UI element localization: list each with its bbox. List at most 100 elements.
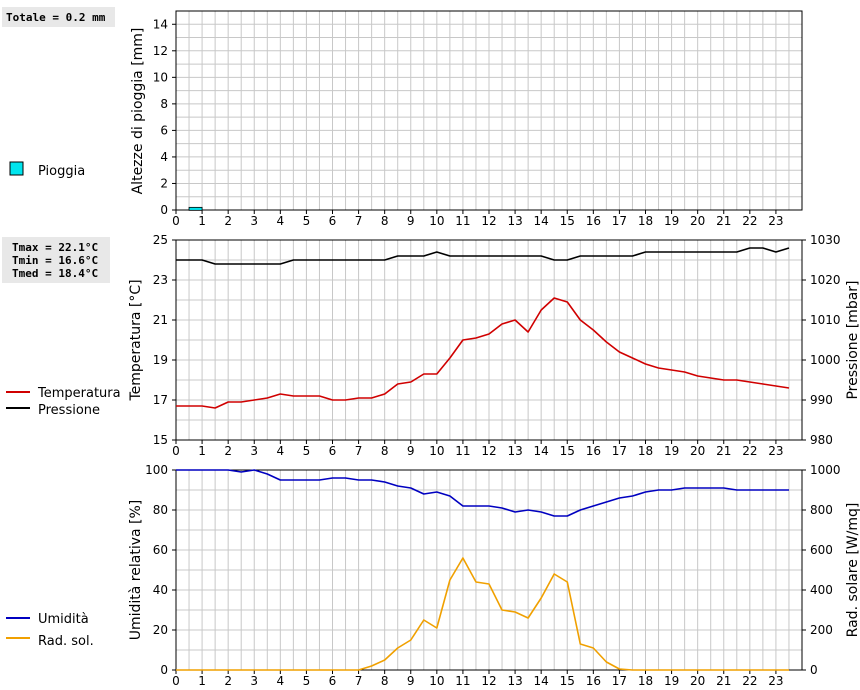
x-tick-label: 5: [303, 214, 311, 228]
y-tick-label: 40: [153, 583, 168, 597]
x-tick-label: 7: [355, 444, 363, 458]
x-tick-label: 2: [224, 444, 232, 458]
y-tick-label: 2: [160, 176, 168, 190]
legend-humidity: Umidità: [6, 612, 89, 627]
temperature-summary-box: Tmax = 22.1°C Tmin = 16.6°C Tmed = 18.4°…: [2, 237, 110, 283]
x-tick-label: 16: [586, 674, 601, 688]
x-tick-label: 20: [690, 214, 705, 228]
legend-humidity-label: Umidità: [38, 612, 89, 627]
y-tick-label: 23: [153, 273, 168, 287]
y2-tick-label: 200: [810, 623, 833, 637]
x-tick-label: 8: [381, 674, 389, 688]
x-tick-label: 14: [534, 444, 549, 458]
pressure-y-axis-title: Pressione [mbar]: [845, 280, 860, 399]
legend-rain-label: Pioggia: [38, 164, 85, 179]
humidity-radiation-panel: 0 1 2 3 4 5 6 7 8 9 10 11 12 13 14 15 16 17 18 19 20 21 22 2302…: [145, 463, 840, 688]
y2-tick-label: 1000: [810, 353, 841, 367]
x-tick-label: 12: [481, 214, 496, 228]
x-tick-label: 12: [481, 674, 496, 688]
y-tick-label: 0: [160, 203, 168, 217]
x-tick-label: 11: [455, 674, 470, 688]
x-tick-label: 23: [768, 444, 783, 458]
legend-radiation: Rad. sol.: [6, 634, 94, 649]
x-tick-label: 13: [507, 444, 522, 458]
y-tick-label: 60: [153, 543, 168, 557]
y-tick-label: 25: [153, 233, 168, 247]
x-tick-label: 2: [224, 214, 232, 228]
x-tick-label: 17: [612, 214, 627, 228]
radiation-y-axis-title: Rad. solare [W/mq]: [845, 503, 860, 638]
humidity-line: [176, 469, 789, 517]
x-tick-label: 3: [250, 444, 258, 458]
legend-pressure-label: Pressione: [38, 403, 100, 418]
x-tick-label: 11: [455, 214, 470, 228]
x-tick-label: 8: [381, 444, 389, 458]
y-tick-label: 0: [160, 663, 168, 677]
x-tick-label: 0: [172, 444, 180, 458]
x-tick-label: 23: [768, 214, 783, 228]
y2-tick-label: 1030: [810, 233, 841, 247]
y-tick-label: 21: [153, 313, 168, 327]
y-tick-label: 4: [160, 150, 168, 164]
x-tick-label: 1: [198, 674, 206, 688]
x-tick-label: 22: [742, 214, 757, 228]
x-tick-label: 15: [560, 674, 575, 688]
rain-panel: 0 1 2 3 4 5 6 7 8 9 10 11 12 13 14 15 16 17 18 19 20 21 22 2302…: [153, 10, 803, 228]
x-tick-label: 18: [638, 214, 653, 228]
y2-tick-label: 800: [810, 503, 833, 517]
y-tick-label: 15: [153, 433, 168, 447]
x-tick-label: 21: [716, 214, 731, 228]
x-tick-label: 20: [690, 674, 705, 688]
radiation-line: [176, 557, 789, 671]
x-tick-label: 11: [455, 444, 470, 458]
x-tick-label: 1: [198, 444, 206, 458]
x-tick-label: 9: [407, 444, 415, 458]
legend-temperature: Temperatura: [6, 386, 121, 401]
rain-swatch: [9, 161, 24, 176]
x-tick-label: 0: [172, 214, 180, 228]
x-tick-label: 22: [742, 674, 757, 688]
y-tick-label: 8: [160, 97, 168, 111]
y-tick-label: 14: [153, 17, 168, 31]
x-tick-label: 7: [355, 214, 363, 228]
rain-total-box: Totale = 0.2 mm: [2, 7, 115, 27]
y2-tick-label: 400: [810, 583, 833, 597]
x-tick-label: 8: [381, 214, 389, 228]
x-tick-label: 17: [612, 444, 627, 458]
x-tick-label: 4: [277, 214, 285, 228]
x-tick-label: 14: [534, 214, 549, 228]
x-tick-label: 4: [277, 444, 285, 458]
humidity-y-axis-title: Umidità relativa [%]: [128, 500, 144, 641]
y-tick-label: 12: [153, 44, 168, 58]
x-tick-label: 18: [638, 444, 653, 458]
legend-rain: Pioggia: [9, 161, 85, 179]
x-tick-label: 6: [329, 674, 337, 688]
x-tick-label: 18: [638, 674, 653, 688]
x-tick-label: 6: [329, 214, 337, 228]
y2-tick-label: 1000: [810, 463, 841, 477]
y2-tick-label: 1020: [810, 273, 841, 287]
x-tick-label: 6: [329, 444, 337, 458]
x-tick-label: 2: [224, 674, 232, 688]
tmed-text: Tmed = 18.4°C: [12, 267, 98, 280]
x-tick-label: 3: [250, 674, 258, 688]
x-tick-label: 10: [429, 674, 444, 688]
tmin-text: Tmin = 16.6°C: [12, 254, 98, 267]
x-tick-label: 15: [560, 214, 575, 228]
y-tick-label: 19: [153, 353, 168, 367]
rain-y-axis-title: Altezze di pioggia [mm]: [130, 28, 146, 195]
y-tick-label: 20: [153, 623, 168, 637]
y2-tick-label: 990: [810, 393, 833, 407]
tmax-text: Tmax = 22.1°C: [12, 241, 98, 254]
pressure-line: [176, 247, 790, 265]
temperature-pressure-panel: 0 1 2 3 4 5 6 7 8 9 10 11 12 13 14 15 16 17 18 19 20 21 22 2315…: [153, 233, 841, 458]
temperature-y-axis-title: Temperatura [°C]: [128, 279, 144, 401]
y2-tick-label: 600: [810, 543, 833, 557]
temperature-line: [176, 297, 790, 409]
y2-tick-label: 1010: [810, 313, 841, 327]
x-tick-label: 19: [664, 674, 679, 688]
x-tick-label: 9: [407, 214, 415, 228]
y2-tick-label: 0: [810, 663, 818, 677]
x-tick-label: 16: [586, 214, 601, 228]
